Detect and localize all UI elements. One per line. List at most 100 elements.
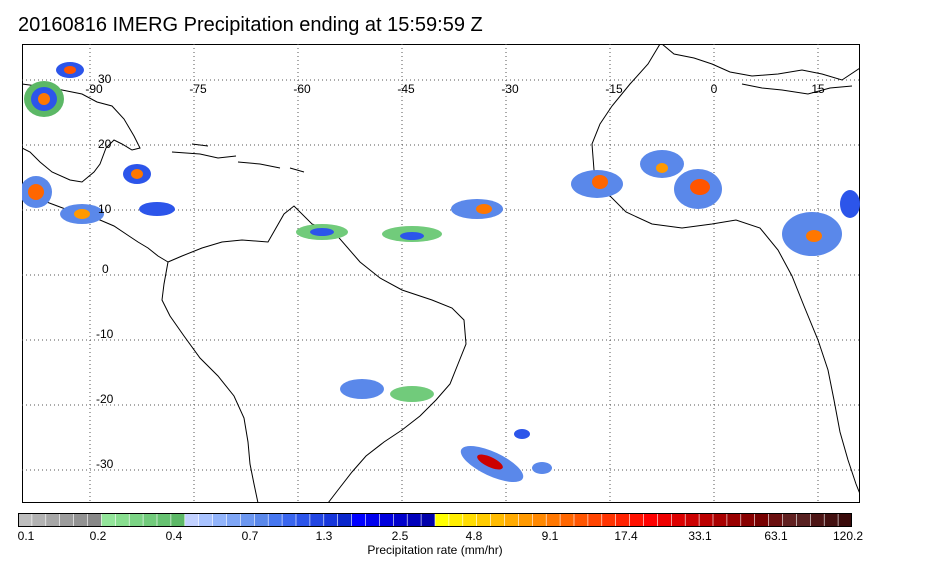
colorbar-swatch	[740, 513, 756, 527]
colorbar-swatch	[434, 513, 450, 527]
colorbar-swatch	[115, 513, 131, 527]
colorbar-swatch	[823, 513, 839, 527]
precipitation-map: -90 -75 -60 -45 -30 -15 0 15 30 20 10 0 …	[22, 44, 860, 503]
colorbar-tick-label: 33.1	[688, 529, 712, 543]
south-america-coast	[167, 205, 467, 503]
colorbar-swatch	[643, 513, 659, 527]
colorbar-swatch	[712, 513, 728, 527]
precip-patch	[74, 209, 90, 219]
colorbar-tick-label: 0.7	[241, 529, 259, 543]
colorbar-tick-label: 17.4	[614, 529, 638, 543]
europe-coast	[661, 44, 860, 81]
lon-label: 15	[811, 82, 825, 96]
lon-label: -90	[85, 82, 103, 96]
lon-label: 0	[711, 82, 718, 96]
south-america-west-coast	[161, 261, 259, 503]
colorbar-tick-label: 4.8	[465, 529, 483, 543]
precip-patch	[340, 379, 384, 399]
precip-patch	[139, 202, 175, 216]
colorbar-svg	[18, 513, 852, 527]
africa-coast	[591, 44, 860, 495]
precip-patch	[310, 228, 334, 236]
lon-label: -15	[605, 82, 623, 96]
colorbar-swatch	[545, 513, 561, 527]
precip-patch	[28, 184, 44, 200]
precip-patch	[532, 462, 552, 474]
colorbar-tick-label: 0.2	[89, 529, 107, 543]
longitude-labels: -90 -75 -60 -45 -30 -15 0 15	[85, 82, 825, 96]
colorbar-swatch	[559, 513, 575, 527]
colorbar-swatch	[837, 513, 852, 527]
colorbar-frame	[18, 513, 852, 527]
precip-patch	[840, 190, 860, 218]
precip-patch	[592, 175, 608, 189]
colorbar-swatch	[226, 513, 242, 527]
colorbar-swatch	[59, 513, 75, 527]
colorbar-swatch	[573, 513, 589, 527]
precip-patch	[476, 204, 492, 214]
precip-patch	[390, 386, 434, 402]
precip-patch	[806, 230, 822, 242]
lat-label: 30	[98, 72, 112, 86]
colorbar-swatch	[73, 513, 89, 527]
latitude-labels: 30 20 10 0 -10 -20 -30	[96, 72, 114, 471]
colorbar-swatch	[212, 513, 228, 527]
colorbar-swatch	[768, 513, 784, 527]
map-frame	[22, 44, 860, 503]
colorbar-swatch	[420, 513, 436, 527]
colorbar-swatch	[782, 513, 798, 527]
colorbar-swatch	[295, 513, 311, 527]
precip-patch	[38, 93, 50, 105]
colorbar-swatch	[142, 513, 158, 527]
colorbar-tick-label: 63.1	[764, 529, 788, 543]
colorbar-tick-label: 1.3	[315, 529, 333, 543]
colorbar-swatch	[45, 513, 61, 527]
lat-label: 10	[98, 202, 112, 216]
colorbar-swatch	[796, 513, 812, 527]
lat-label: -20	[96, 392, 114, 406]
colorbar-swatch	[323, 513, 339, 527]
colorbar-swatch	[254, 513, 270, 527]
precipitation-field	[22, 62, 860, 483]
colorbar-swatch	[281, 513, 297, 527]
colorbar-swatch	[351, 513, 367, 527]
colorbar-swatch	[462, 513, 478, 527]
precip-patch	[400, 232, 424, 240]
precip-patch	[477, 454, 503, 470]
precip-patch	[690, 179, 710, 195]
colorbar-swatch	[670, 513, 686, 527]
colorbar-swatch	[31, 513, 47, 527]
colorbar-swatch	[476, 513, 492, 527]
colorbar-tick-label: 9.1	[541, 529, 559, 543]
lat-label: -10	[96, 327, 114, 341]
colorbar-swatch	[490, 513, 506, 527]
lat-label: 20	[98, 137, 112, 151]
colorbar-swatch	[337, 513, 353, 527]
colorbar-swatch	[267, 513, 283, 527]
colorbar-swatch	[379, 513, 395, 527]
colorbar-tick-label: 0.4	[165, 529, 183, 543]
north-america-coast	[22, 83, 141, 183]
colorbar-swatch	[726, 513, 742, 527]
lat-label: -30	[96, 457, 114, 471]
coastlines	[22, 44, 860, 503]
colorbar-swatch	[518, 513, 534, 527]
colorbar-swatch	[198, 513, 214, 527]
lon-label: -60	[293, 82, 311, 96]
colorbar	[18, 513, 852, 527]
colorbar-swatch	[615, 513, 631, 527]
graticule	[22, 44, 860, 503]
lat-label: 0	[102, 262, 109, 276]
colorbar-swatch	[406, 513, 422, 527]
colorbar-swatch	[170, 513, 186, 527]
colorbar-swatch	[240, 513, 256, 527]
colorbar-swatch	[698, 513, 714, 527]
lon-label: -30	[501, 82, 519, 96]
colorbar-swatch	[184, 513, 200, 527]
colorbar-swatch	[18, 513, 33, 527]
colorbar-swatch	[809, 513, 825, 527]
colorbar-swatch	[587, 513, 603, 527]
colorbar-swatch	[504, 513, 520, 527]
colorbar-labels: 0.1 0.2 0.4 0.7 1.3 2.5 4.8 9.1 17.4 33.…	[0, 529, 944, 545]
colorbar-swatch	[309, 513, 325, 527]
